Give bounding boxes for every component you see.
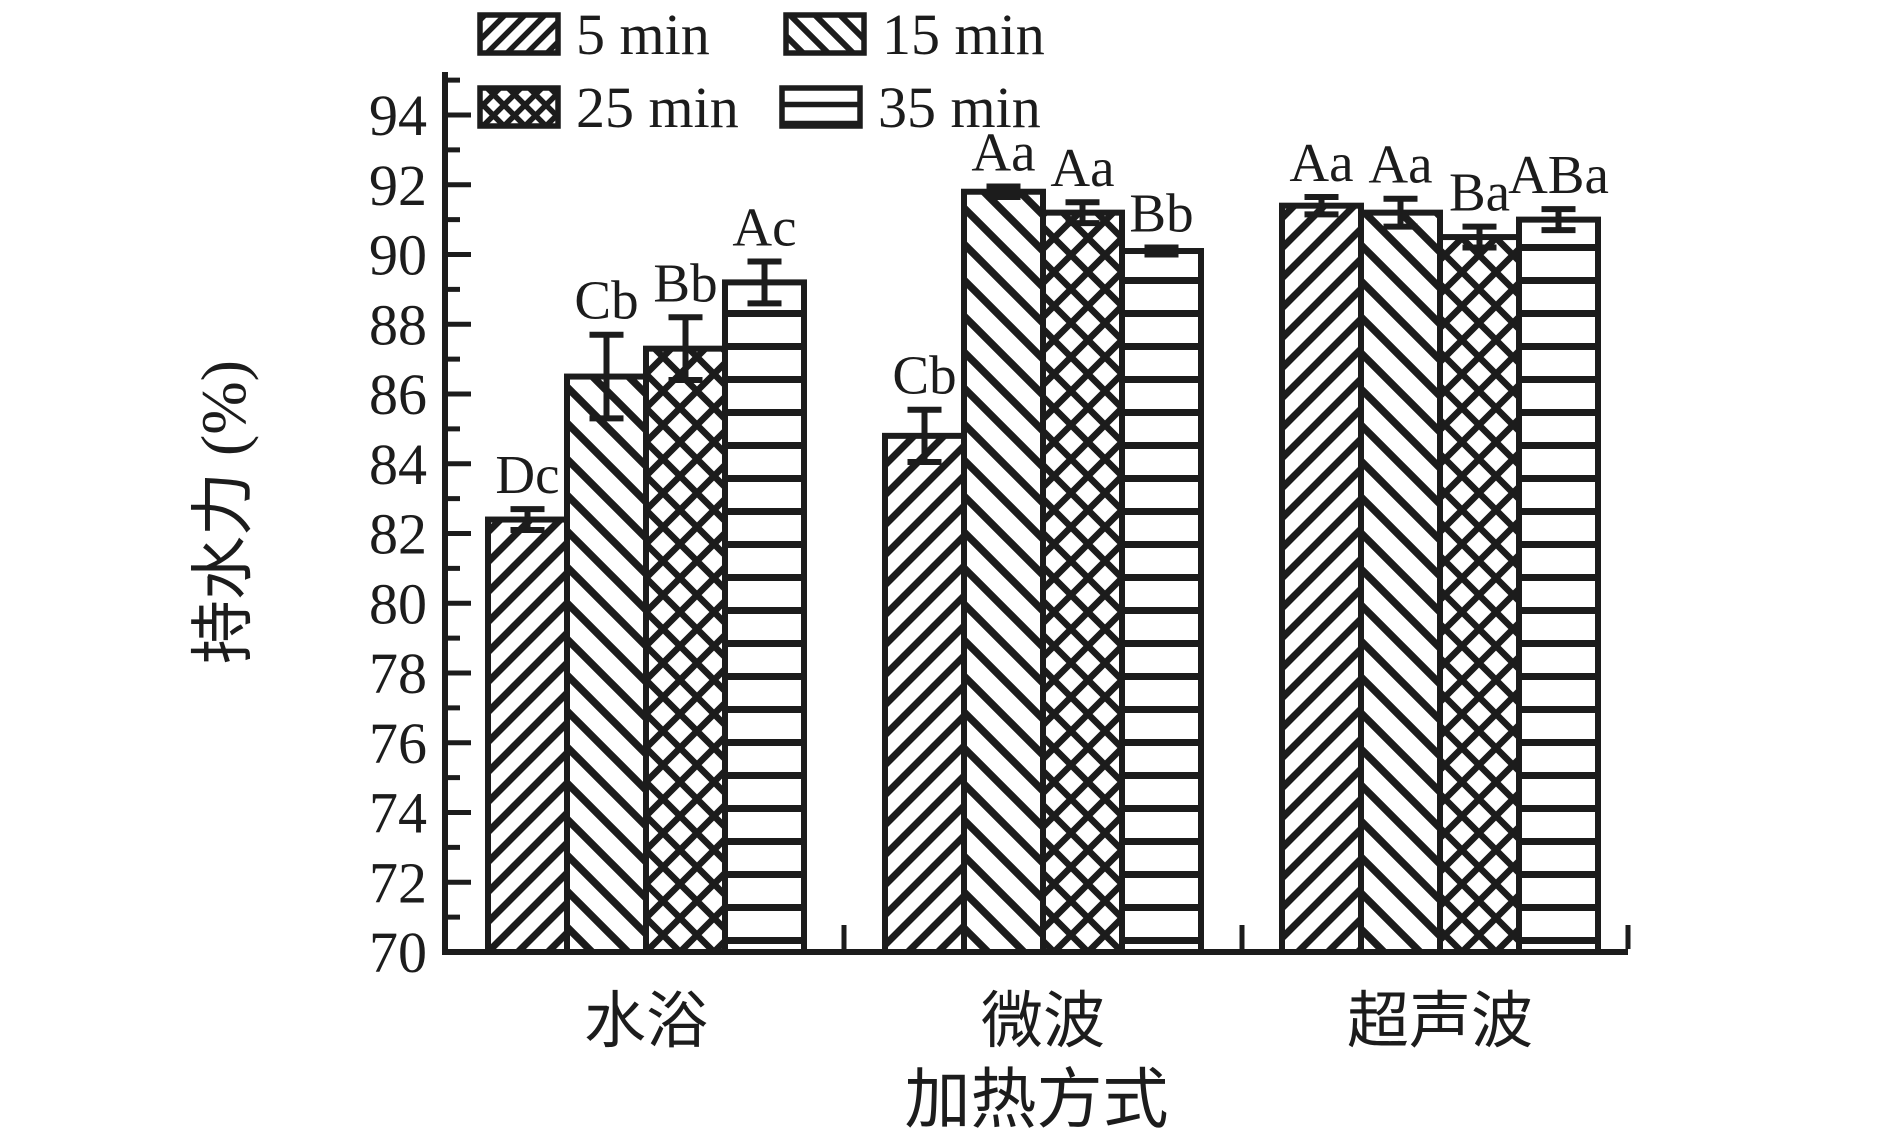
bar-g2-s3 [1516,216,1601,955]
x-category-label-2: 超声波 [1347,988,1533,1056]
y-tick-label: 76 [369,711,427,776]
error-bar-g0-s1 [589,331,624,422]
y-tick-label: 94 [369,83,427,148]
sig-label: Aa [1368,134,1432,195]
sig-label: Aa [1289,132,1353,193]
bar-g1-s3 [1119,248,1204,955]
bar-g0-s3 [722,279,807,955]
y-tick-label: 82 [369,502,427,567]
y-tick-label: 92 [369,153,427,218]
sig-label: ABa [1508,144,1609,205]
legend-label: 25 min [576,75,739,140]
sig-label: Ac [732,196,796,257]
y-tick-label: 80 [369,571,427,636]
sig-label: Bb [653,252,717,313]
legend-label: 15 min [882,2,1045,67]
x-category-label-0: 水浴 [584,988,708,1056]
error-bar-g1-s1 [986,183,1021,200]
sig-label: Aa [1050,137,1114,198]
bar-g0-s2 [643,345,728,956]
error-bar-g2-s0 [1304,193,1339,218]
y-axis-title: 持水力 (%) [188,360,259,664]
y-tick-label: 78 [369,641,427,706]
y-tick-label: 86 [369,362,427,427]
error-bar-g2-s3 [1541,206,1576,234]
sig-label: Cb [892,345,956,406]
legend-label: 5 min [576,2,710,67]
legend-swatch-horizontal [779,85,863,129]
x-axis-title: 加热方式 [905,1064,1169,1137]
sig-label: Ba [1449,162,1510,223]
error-bar-g0-s3 [747,258,782,307]
y-tick-label: 72 [369,850,427,915]
y-tick-label: 74 [369,781,427,846]
legend-entry-3: 35 min [779,75,1041,140]
legend-label: 35 min [878,75,1041,140]
bar-g2-s0 [1279,202,1364,956]
error-bar-g1-s3 [1144,244,1179,258]
y-tick-label: 84 [369,432,427,497]
bar-g1-s1 [961,188,1046,956]
bar-g2-s1 [1358,209,1443,955]
error-bar-g1-s2 [1065,199,1100,227]
sig-label: Cb [574,270,638,331]
legend-swatch-crosshatch [477,85,561,129]
legend-swatch-diagonal-forward [477,12,561,56]
y-tick-label: 88 [369,292,427,357]
y-tick-label: 90 [369,223,427,288]
sig-label: Dc [495,444,559,505]
error-bar-g0-s2 [668,314,703,384]
y-tick-label: 70 [369,920,427,985]
bar-g1-s2 [1040,209,1125,955]
bar-g0-s1 [564,373,649,955]
legend-entry-1: 15 min [783,2,1045,67]
error-bar-g0-s0 [510,506,545,534]
error-bar-g2-s1 [1383,195,1418,230]
sig-label: Aa [971,121,1035,182]
legend-swatch-diagonal-back [783,12,867,56]
legend-entry-2: 25 min [477,75,739,140]
bar-g0-s0 [485,516,570,955]
error-bar-g1-s0 [907,406,942,466]
bar-g2-s2 [1437,234,1522,955]
x-category-label-1: 微波 [981,988,1105,1056]
error-bar-g2-s2 [1462,223,1497,251]
sig-label: Bb [1129,183,1193,244]
legend-entry-0: 5 min [477,2,710,67]
bar-g1-s0 [882,432,967,956]
